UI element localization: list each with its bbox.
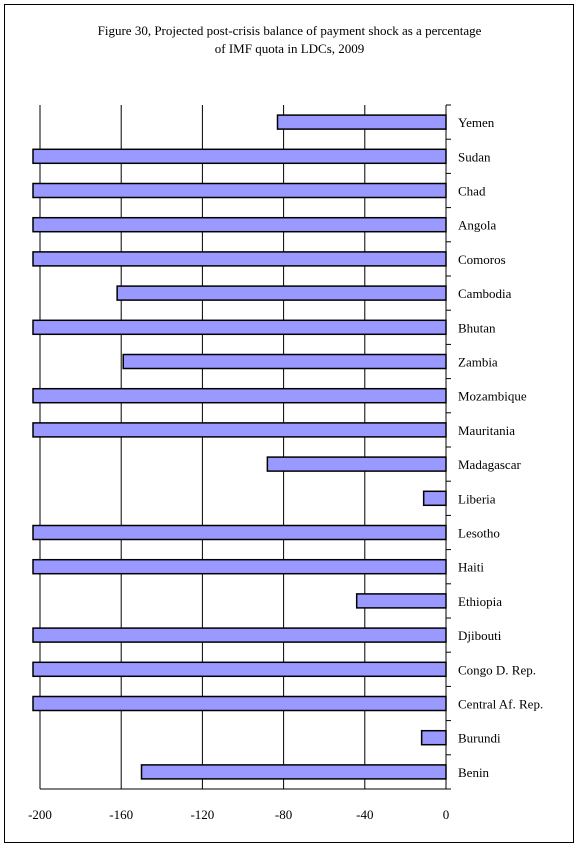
category-label: Burundi xyxy=(458,731,501,746)
bar-mauritania xyxy=(32,422,447,438)
bar-yemen xyxy=(276,114,447,130)
bar-djibouti xyxy=(32,627,447,643)
category-label: Yemen xyxy=(458,115,495,130)
bar-comoros xyxy=(32,251,447,267)
bar-burundi xyxy=(420,729,447,746)
x-tick-label: -200 xyxy=(28,807,52,822)
category-label: Haiti xyxy=(458,560,484,575)
x-tick-label: -160 xyxy=(109,807,133,822)
category-label: Benin xyxy=(458,765,490,780)
bar-mozambique xyxy=(32,387,447,404)
x-tick-label: -80 xyxy=(275,807,292,822)
category-label: Mauritania xyxy=(458,423,515,438)
category-label: Bhutan xyxy=(458,320,496,335)
chart-title-line-2: of IMF quota in LDCs, 2009 xyxy=(214,41,365,56)
category-label: Mozambique xyxy=(458,389,527,404)
axes xyxy=(40,104,451,790)
category-label: Lesotho xyxy=(458,526,500,541)
category-label: Comoros xyxy=(458,252,506,267)
category-label: Congo D. Rep. xyxy=(458,662,536,677)
bar-haiti xyxy=(32,558,447,575)
bar-zambia xyxy=(122,353,447,370)
chart-title-line-1: Figure 30, Projected post-crisis balance… xyxy=(97,23,482,38)
category-label: Ethiopia xyxy=(458,594,502,609)
bar-angola xyxy=(32,216,447,233)
bar-benin xyxy=(140,764,447,780)
bar-ethiopia xyxy=(355,593,447,609)
chart-title: Figure 30, Projected post-crisis balance… xyxy=(0,22,579,58)
category-label: Cambodia xyxy=(458,286,512,301)
category-label: Madagascar xyxy=(458,457,521,472)
x-tick-label: 0 xyxy=(443,807,450,822)
bar-cambodia xyxy=(116,285,447,301)
gridlines xyxy=(39,105,366,789)
x-tick-label: -120 xyxy=(190,807,214,822)
category-label: Chad xyxy=(458,184,486,199)
x-tick-label: -40 xyxy=(356,807,373,822)
category-label: Zambia xyxy=(458,355,498,370)
bar-liberia xyxy=(422,490,447,507)
bar-congo-d-rep xyxy=(32,661,447,678)
category-label: Djibouti xyxy=(458,628,502,643)
category-label: Liberia xyxy=(458,491,496,506)
category-label: Central Af. Rep. xyxy=(458,697,543,712)
bar-chad xyxy=(32,182,447,199)
bar-bhutan xyxy=(32,319,447,336)
x-tick-labels: -200 -160 -120 -80 -40 0 xyxy=(28,807,449,822)
bar-sudan xyxy=(32,148,447,165)
category-label: Angola xyxy=(458,218,497,233)
bar-lesotho xyxy=(32,524,447,541)
bar-central-af-rep xyxy=(32,695,447,712)
category-label: Sudan xyxy=(458,149,491,164)
bar-madagascar xyxy=(266,456,447,472)
bars xyxy=(32,114,447,780)
category-labels: Yemen Sudan Chad Angola Comoros Cambodia Bhuta… xyxy=(458,115,543,780)
